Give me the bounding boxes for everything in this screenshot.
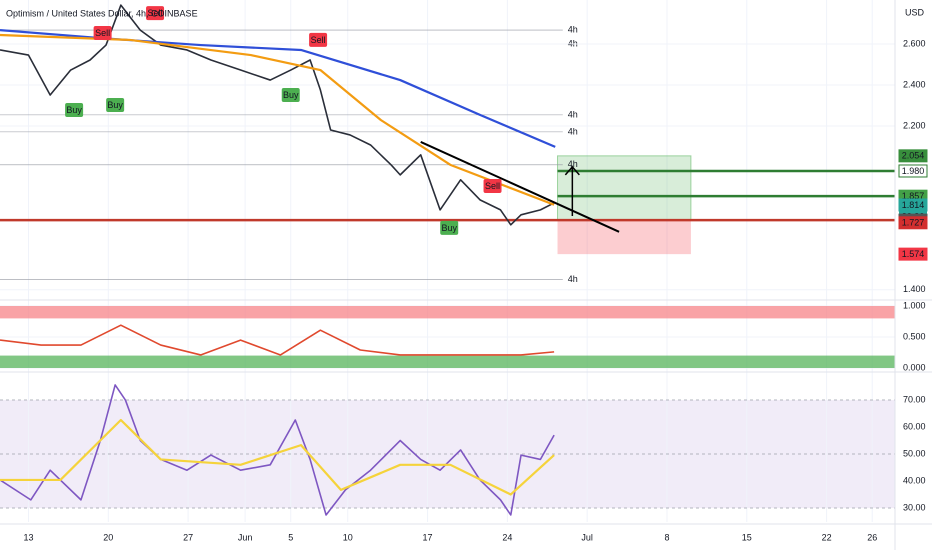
series-line xyxy=(0,4,555,226)
y-tick-label: 2.200 xyxy=(903,120,926,130)
x-tick-label: 5 xyxy=(288,532,293,542)
price-tag-label: 1.574 xyxy=(902,249,925,259)
x-tick-label: 8 xyxy=(664,532,669,542)
interval-label: 4h xyxy=(568,159,578,169)
chart-title: Optimism / United States Dollar, 4h, COI… xyxy=(6,8,198,18)
x-tick-label: 13 xyxy=(23,532,33,542)
signal-label: Sell xyxy=(148,8,163,18)
price-tag xyxy=(898,164,928,178)
y-tick-label: 30.00 xyxy=(903,502,926,512)
stop-zone xyxy=(557,220,691,255)
series-line xyxy=(0,33,555,206)
interval-label: 4h xyxy=(568,274,578,284)
price-tag-label: 2.054 xyxy=(902,151,925,161)
interval-label: 4h xyxy=(568,109,578,119)
interval-label: 4h xyxy=(568,24,578,34)
series-line xyxy=(0,324,555,356)
osc-band xyxy=(0,355,895,368)
series-line xyxy=(0,418,555,496)
y-tick-label: 2.600 xyxy=(903,38,926,48)
y-tick-label: 2.400 xyxy=(903,79,926,89)
signal-box xyxy=(309,32,328,47)
trendline xyxy=(420,141,620,233)
price-tag xyxy=(898,149,928,163)
signal-label: Buy xyxy=(283,90,299,100)
signal-label: Buy xyxy=(66,105,82,115)
interval-label: 4h xyxy=(568,126,578,136)
x-tick-label: 22 xyxy=(822,532,832,542)
signal-box xyxy=(440,220,459,235)
signal-box xyxy=(93,25,112,40)
signal-label: Sell xyxy=(95,28,110,38)
signal-box xyxy=(106,98,125,113)
price-tag xyxy=(898,247,928,261)
signal-label: Sell xyxy=(485,181,500,191)
price-tag-label: 1.727 xyxy=(902,218,925,228)
y-tick-label: 0.000 xyxy=(903,362,926,372)
x-tick-label: Jul xyxy=(581,532,593,542)
x-tick-label: 24 xyxy=(502,532,512,542)
y-tick-label: 70.00 xyxy=(903,394,926,404)
y-tick-label: 1.400 xyxy=(903,284,926,294)
signal-box xyxy=(146,6,165,21)
price-tag-label: 1.980 xyxy=(902,166,925,176)
x-tick-label: 26 xyxy=(867,532,877,542)
currency: USD xyxy=(905,7,925,17)
x-tick-label: 15 xyxy=(742,532,752,542)
signal-box xyxy=(483,178,502,193)
signal-box xyxy=(65,102,84,117)
x-tick-label: Jun xyxy=(238,532,253,542)
signal-box xyxy=(281,88,300,103)
y-tick-label: 1.000 xyxy=(903,300,926,310)
target-zone xyxy=(557,155,692,221)
y-tick-label: 60.00 xyxy=(903,421,926,431)
y-tick-label: 50.00 xyxy=(903,448,926,458)
price-tag-label: 1.857 xyxy=(902,191,925,201)
price-axis xyxy=(895,0,932,550)
y-tick-label: 0.500 xyxy=(903,331,926,341)
x-tick-label: 17 xyxy=(423,532,433,542)
y-tick-label: 40.00 xyxy=(903,475,926,485)
x-tick-label: 20 xyxy=(103,532,113,542)
interval-label: 4h xyxy=(568,38,578,48)
osc-band xyxy=(0,306,895,319)
signal-label: Buy xyxy=(441,223,457,233)
signal-label: Sell xyxy=(311,35,326,45)
arrow xyxy=(564,165,580,217)
price-tag-label: 1.814 xyxy=(902,200,925,210)
x-tick-label: 27 xyxy=(183,532,193,542)
price-tag xyxy=(898,216,928,230)
x-tick-label: 10 xyxy=(343,532,353,542)
signal-label: Buy xyxy=(107,100,123,110)
series-line xyxy=(0,384,555,516)
